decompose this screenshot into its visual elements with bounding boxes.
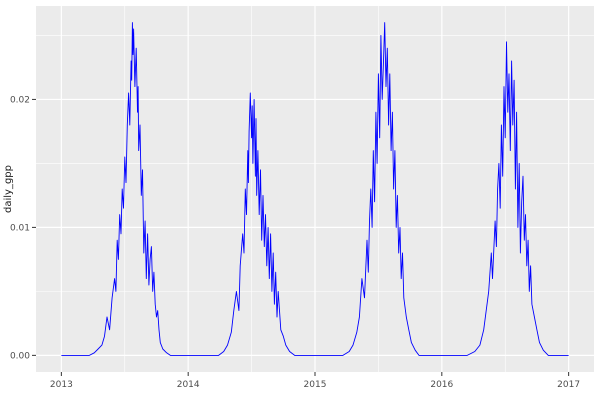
data-line-daily_gpp (61, 22, 569, 356)
y-tick-label: 0.00 (10, 351, 30, 361)
x-tick-label: 2016 (430, 380, 453, 390)
y-tick-label: 0.01 (10, 223, 30, 233)
x-tick-label: 2013 (50, 380, 73, 390)
x-tick-label: 2014 (177, 380, 200, 390)
x-tick-label: 2017 (557, 380, 580, 390)
x-tick-label: 2015 (304, 380, 327, 390)
y-axis-title: daily_gpp (3, 165, 14, 213)
y-tick-label: 0.02 (10, 95, 30, 105)
